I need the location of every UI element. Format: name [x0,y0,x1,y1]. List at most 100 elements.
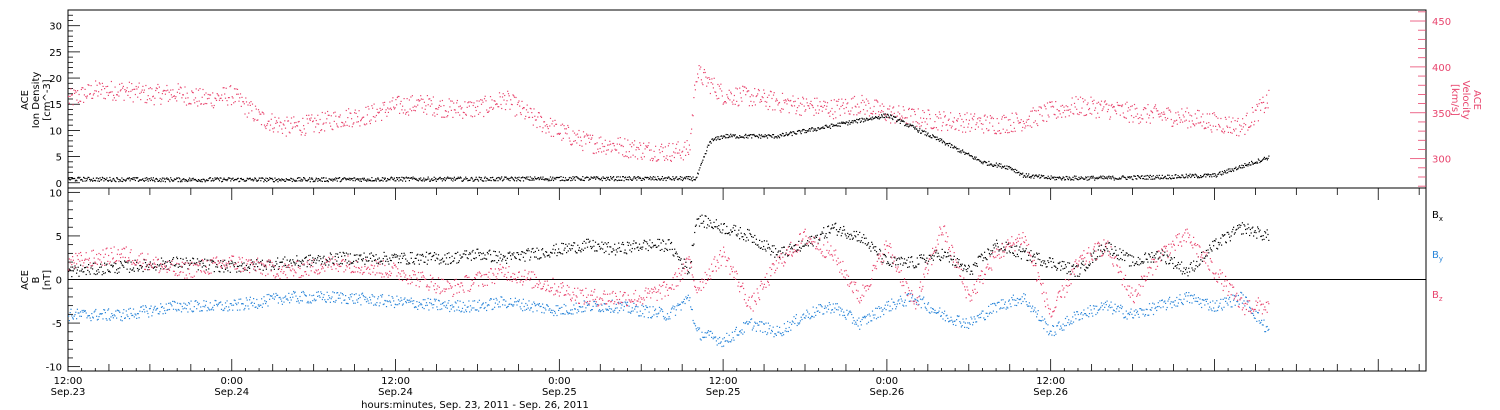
velocity-series-point [1111,103,1113,106]
velocity-series-point [251,103,254,105]
by-series-point [910,292,912,294]
by-series-point [1249,307,1251,309]
by-series-point [1151,307,1153,309]
density-series-point [376,178,378,180]
by-series-point [1138,316,1140,318]
density-series-point [742,136,744,138]
density-series-point [160,181,162,183]
velocity-series-point [801,103,803,105]
velocity-series-point [749,96,751,98]
velocity-series-point [884,114,886,116]
velocity-series-point [180,87,182,89]
density-series-point [1262,158,1264,161]
velocity-series-point [496,103,498,105]
bx-series-point [166,261,168,263]
density-series-point [764,134,766,136]
velocity-series-point [646,146,648,148]
density-series-point [128,178,130,180]
density-series-point [597,176,599,178]
density-series-point [357,178,359,180]
density-series-point [862,118,864,120]
by-series-point [399,300,401,302]
by-series-point [902,304,904,306]
bx-series-point [163,268,165,270]
density-series-point [377,177,379,179]
density-series-point [252,180,254,182]
velocity-series-point [566,133,568,135]
by-series-point [428,309,430,311]
by-series-point [172,308,175,310]
velocity-series-point [1064,109,1066,112]
density-series-point [216,177,218,179]
velocity-series-point [652,158,654,160]
by-series-point [1050,330,1052,332]
by-series-point [1108,304,1111,306]
velocity-series-point [210,102,212,104]
density-series-point [955,146,957,148]
density-series-point [257,180,259,182]
velocity-series-point [487,111,489,113]
velocity-series-point [1108,104,1110,106]
by-series-point [1219,302,1221,304]
velocity-series-point [763,89,765,91]
density-series-point [161,179,163,181]
velocity-series-point [1236,134,1238,136]
density-series-point [284,180,286,182]
by-series-point [887,300,890,303]
by-series-point [345,302,347,304]
by-series-point [655,313,657,315]
velocity-series-point [888,108,890,110]
by-series-point [1044,318,1046,320]
by-series-point [866,323,868,325]
density-series-point [365,179,367,181]
density-series-point [1240,167,1242,169]
density-series-point [675,176,677,178]
density-series-point [330,179,332,181]
velocity-series-point [613,145,615,147]
density-series-point [554,177,556,179]
by-series-point [384,299,386,302]
density-series-point [958,148,960,150]
by-series-point [339,297,341,299]
density-series-point [368,178,370,180]
by-series-point [684,302,686,305]
density-series-point [732,134,734,136]
velocity-series-point [856,103,859,105]
velocity-series-point [980,123,982,125]
density-series-point [306,180,308,182]
by-series-point [488,304,490,306]
by-series-point [308,302,310,304]
density-series-point [1194,176,1196,178]
velocity-series-point [807,105,809,107]
density-series-point [1144,178,1146,180]
by-series-point [529,309,531,311]
density-series-point [520,177,522,179]
density-series-point [282,179,284,181]
velocity-series-point [915,121,917,123]
by-series-point [1228,298,1230,300]
velocity-series-point [1156,110,1158,112]
density-series-point [80,179,82,181]
by-series-point [101,313,103,315]
density-series-point [300,178,302,180]
velocity-series-point [131,83,133,85]
density-series-point [127,177,129,179]
velocity-series-point [734,103,736,105]
density-series-point [1218,172,1220,174]
by-series-point [439,308,441,311]
velocity-series-point [679,149,681,151]
by-series-point [465,311,468,313]
velocity-series-point [207,93,209,96]
by-series-point [1141,309,1143,311]
velocity-series-point [555,123,558,125]
by-series-point [1168,298,1170,300]
velocity-series-point [606,149,608,151]
velocity-series-point [215,99,218,101]
density-series-point [778,136,780,138]
density-series-point [530,179,532,181]
by-series-point [919,298,922,300]
by-series-point [146,310,148,312]
by-series-point [1253,317,1255,319]
velocity-series-point [371,105,373,107]
velocity-series-point [1004,131,1006,133]
